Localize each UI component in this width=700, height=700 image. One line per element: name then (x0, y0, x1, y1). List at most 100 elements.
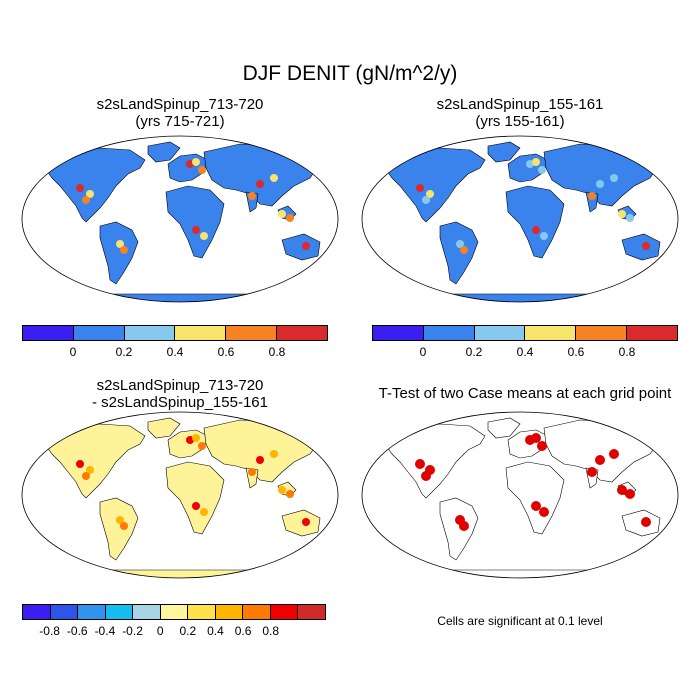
continent-south-america (99, 497, 139, 561)
colorbar-tick-label: 0.4 (516, 345, 534, 359)
panel4-title: T-Test of two Case means at each grid po… (360, 385, 690, 402)
map-border (21, 411, 339, 579)
colorbar-swatch (627, 326, 677, 340)
map-hotspot (278, 210, 286, 218)
map-hotspot (641, 517, 651, 527)
colorbar-swatch (124, 326, 176, 340)
map-hotspot (256, 456, 264, 464)
colorbar-difference-labels: -0.8 -0.6 -0.4 -0.2 0 0.2 0.4 0.6 0.8 (22, 624, 326, 640)
colorbar-swatch (423, 326, 475, 340)
map-hotspot (200, 508, 208, 516)
colorbar-swatch (160, 605, 189, 619)
map-hotspot (200, 232, 208, 240)
panel2-title-line1: s2sLandSpinup_155-161 (436, 96, 604, 113)
panel3-title: s2sLandSpinup_713-720 - s2sLandSpinup_15… (20, 377, 340, 411)
panel2-title-line2: (yrs 155-161) (475, 113, 565, 130)
colorbar-tick-label: 0.2 (115, 345, 133, 359)
panel3-title-line1: s2sLandSpinup_713-720 (96, 377, 264, 394)
map-hotspot (596, 180, 604, 188)
colorbar-case1 (22, 325, 328, 341)
map-hotspot (642, 242, 650, 250)
continent-africa (505, 185, 565, 259)
map-hotspot (270, 450, 278, 458)
continent-south-america (99, 221, 139, 285)
continent-greenland (487, 417, 521, 439)
map-hotspot (421, 471, 431, 481)
map-hotspot (538, 166, 546, 174)
colorbar-tick-label: -0.6 (66, 624, 88, 638)
continent-north-america (381, 147, 486, 223)
map-hotspot (120, 246, 128, 254)
map-hotspot (588, 192, 596, 200)
map-hotspot (587, 467, 597, 477)
map-hotspot (460, 246, 468, 254)
map-hotspot (286, 490, 294, 498)
map-hotspot (120, 522, 128, 530)
colorbar-tick-label: 0.6 (567, 345, 585, 359)
map-hotspot (116, 516, 124, 524)
colorbar-swatch (277, 326, 327, 340)
colorbar-swatch (226, 326, 278, 340)
colorbar-swatch (474, 326, 526, 340)
colorbar-swatch (78, 605, 106, 619)
map-hotspot (192, 502, 200, 510)
map-hotspot (532, 226, 540, 234)
colorbar-tick-label: -0.4 (94, 624, 116, 638)
map-hotspot (422, 196, 430, 204)
colorbar-tick-label: 0.4 (166, 345, 184, 359)
continent-australia (281, 509, 321, 537)
colorbar-tick-label: -0.2 (122, 624, 143, 638)
colorbar-tick-label: 0.4 (207, 624, 224, 638)
map-hotspot (459, 521, 469, 531)
continent-australia (621, 509, 661, 537)
map-hotspot (248, 192, 256, 200)
colorbar-tick-label: 0 (419, 345, 427, 359)
colorbar-difference (22, 604, 326, 620)
map-hotspot (415, 459, 425, 469)
colorbar-swatch (215, 605, 244, 619)
map-hotspot (192, 226, 200, 234)
continent-north-america (41, 423, 146, 499)
colorbar-swatch (373, 326, 424, 340)
significance-footnote: Cells are significant at 0.1 level (437, 614, 603, 628)
colorbar-swatch (243, 605, 271, 619)
panel1-title: s2sLandSpinup_713-720 (yrs 715-721) (20, 96, 340, 130)
colorbar-case2 (372, 325, 678, 341)
continent-greenland (487, 141, 521, 163)
map-hotspot (426, 190, 434, 198)
continent-africa (165, 185, 225, 259)
map-hotspot (76, 184, 84, 192)
map-hotspot (626, 214, 634, 222)
colorbar-swatch (298, 605, 326, 619)
panel1-title-line1: s2sLandSpinup_713-720 (96, 96, 264, 113)
continent-north-america (381, 423, 486, 499)
map-hotspot (302, 518, 310, 526)
colorbar-tick-label: 0.2 (465, 345, 483, 359)
colorbar-case1-labels: 0 0.2 0.4 0.6 0.8 (22, 345, 328, 361)
map-hotspot (76, 460, 84, 468)
map-panel-case2 (361, 135, 679, 303)
colorbar-tick-label: 0.8 (262, 624, 280, 638)
map-hotspot (539, 507, 549, 517)
map-border (361, 411, 679, 579)
colorbar-tick-label: 0.2 (179, 624, 197, 638)
map-hotspot (256, 180, 264, 188)
map-hotspot (416, 184, 424, 192)
map-hotspot (537, 441, 547, 451)
map-hotspot (192, 158, 200, 166)
figure-title: DJF DENIT (gN/m^2/y) (242, 62, 458, 85)
map-hotspot (609, 449, 619, 459)
map-hotspot (456, 240, 464, 248)
map-hotspot (270, 174, 278, 182)
map-hotspot (198, 166, 206, 174)
colorbar-swatch (50, 605, 79, 619)
colorbar-swatch (105, 605, 134, 619)
colorbar-tick-label: 0 (69, 345, 77, 359)
map-hotspot (86, 466, 94, 474)
continent-greenland (147, 141, 181, 163)
colorbar-case2-labels: 0 0.2 0.4 0.6 0.8 (372, 345, 678, 361)
map-panel-difference (21, 411, 339, 579)
colorbar-tick-label: 0.6 (234, 624, 252, 638)
map-hotspot (192, 434, 200, 442)
colorbar-swatch (525, 326, 577, 340)
